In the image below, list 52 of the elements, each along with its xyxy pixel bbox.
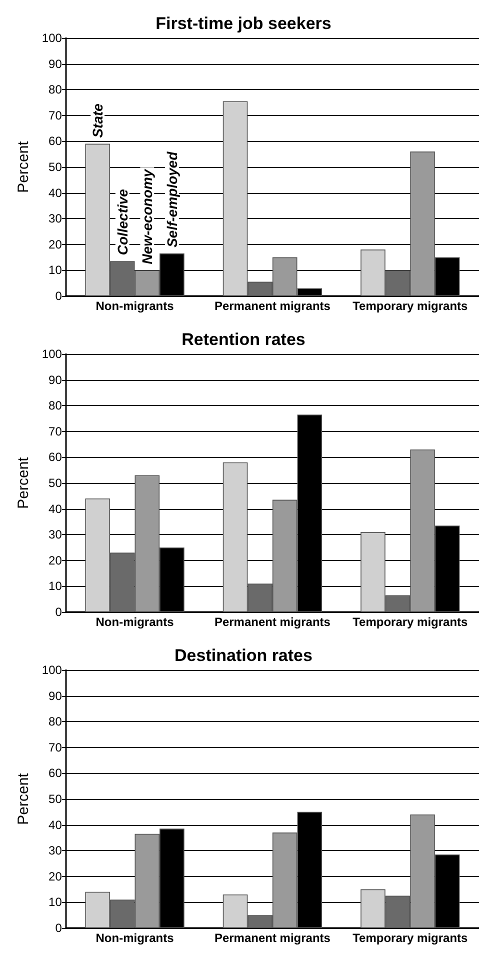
y-axis-title: Percent	[15, 456, 32, 509]
y-tick-label: 60	[48, 134, 62, 148]
y-tick-label: 80	[48, 714, 62, 729]
y-tick-label: 90	[48, 56, 62, 71]
y-tick-label: 20	[48, 869, 62, 884]
x-tick-label: Temporary migrants	[352, 299, 468, 313]
y-tick-label: 0	[55, 921, 62, 935]
text: New-economy	[139, 168, 156, 264]
y-tick-label: 70	[48, 424, 62, 438]
y-tick-label: 30	[48, 844, 62, 858]
y-tick-label: 50	[48, 160, 62, 174]
x-tick-label: Permanent migrants	[214, 615, 331, 629]
y-tick-label: 100	[42, 347, 62, 361]
text: State	[90, 103, 106, 138]
text: Self-employed	[164, 151, 180, 248]
y-tick-label: 60	[48, 450, 62, 464]
chart-title: Retention rates	[182, 330, 306, 349]
x-tick-label: Non-migrants	[96, 299, 174, 313]
y-axis-title: Percent	[15, 140, 32, 193]
x-tick-label: Non-migrants	[96, 931, 174, 945]
y-axis-title: Percent	[15, 772, 32, 825]
y-tick-label: 10	[48, 895, 62, 910]
y-tick-label: 90	[48, 688, 62, 703]
y-tick-label: 80	[48, 398, 62, 413]
text: Collective	[114, 188, 130, 256]
chart-title: First-time job seekers	[156, 14, 332, 33]
y-tick-label: 40	[48, 186, 62, 200]
x-tick-label: Permanent migrants	[214, 931, 331, 945]
y-tick-label: 80	[48, 82, 62, 97]
y-tick-label: 90	[48, 372, 62, 387]
y-tick-label: 50	[48, 792, 62, 806]
y-tick-label: 100	[42, 663, 62, 677]
y-tick-label: 0	[55, 289, 62, 303]
y-tick-label: 30	[48, 212, 62, 226]
y-tick-label: 60	[48, 766, 62, 780]
y-tick-label: 70	[48, 740, 62, 754]
x-tick-label: Temporary migrants	[352, 615, 468, 629]
y-tick-label: 100	[42, 31, 62, 45]
y-tick-label: 70	[48, 108, 62, 122]
y-tick-label: 10	[48, 579, 62, 594]
y-tick-label: 20	[48, 553, 62, 568]
x-tick-label: Non-migrants	[96, 615, 174, 629]
y-tick-label: 50	[48, 476, 62, 490]
y-tick-label: 30	[48, 528, 62, 542]
y-tick-label: 0	[55, 605, 62, 619]
y-tick-label: 40	[48, 502, 62, 516]
y-tick-label: 10	[48, 263, 62, 278]
x-tick-label: Permanent migrants	[214, 299, 331, 313]
y-tick-label: 40	[48, 818, 62, 832]
chart-title: Destination rates	[174, 646, 312, 665]
y-tick-label: 20	[48, 237, 62, 252]
x-tick-label: Temporary migrants	[352, 931, 468, 945]
